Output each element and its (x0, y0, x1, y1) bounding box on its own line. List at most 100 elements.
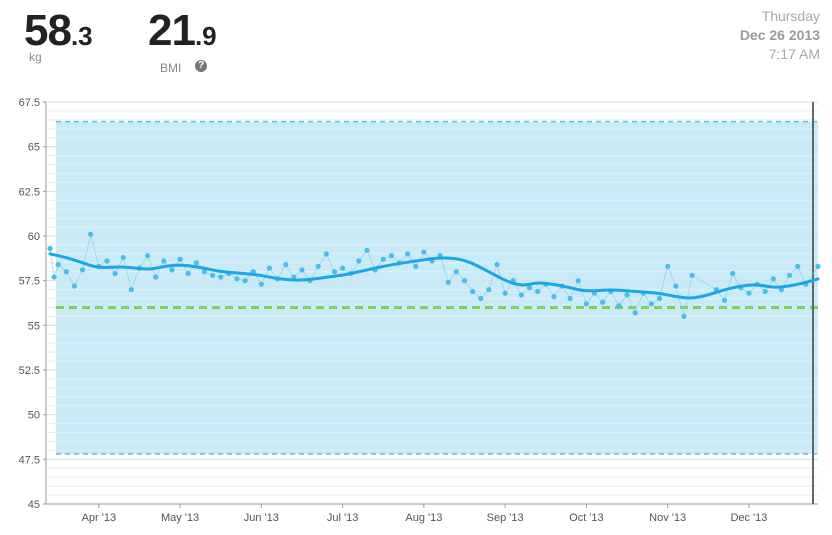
measurement-point (51, 274, 57, 280)
measurement-point (291, 274, 297, 280)
measurement-point (730, 270, 736, 277)
measurement-point (153, 274, 159, 280)
weight-value: 58.3 (24, 6, 93, 56)
y-tick-label: 67.5 (19, 97, 40, 109)
measurement-point (315, 263, 321, 269)
measurement-point (266, 265, 273, 271)
measurement-point (356, 258, 362, 264)
measurement-point (55, 261, 61, 268)
measurement-point (242, 278, 248, 284)
measurement-point (648, 301, 655, 307)
measurement-point (681, 313, 687, 319)
x-tick-label: Sep '13 (487, 512, 524, 524)
measurement-point (453, 269, 459, 275)
measurement-point (526, 285, 533, 291)
measurement-point (502, 290, 508, 296)
measurement-point (299, 267, 305, 273)
measurement-point (388, 253, 394, 259)
measurement-point (746, 290, 752, 296)
measurement-point (673, 283, 679, 289)
weight-decimal: .3 (70, 21, 93, 51)
measurement-point (161, 258, 167, 264)
bmi-value: 21.9 (148, 6, 217, 56)
measurement-point (445, 279, 451, 286)
measurement-point (405, 251, 411, 257)
measurement-point (258, 281, 264, 287)
measurement-point (616, 303, 622, 309)
measurement-point (112, 270, 118, 277)
measurement-point (47, 245, 53, 252)
healthy-range-band (56, 121, 818, 454)
y-tick-label: 47.5 (19, 454, 40, 466)
x-tick-label: Jul '13 (327, 512, 358, 524)
measurement-date: Dec 26 2013 (739, 27, 820, 43)
measurement-point (364, 247, 370, 253)
measurement-point (461, 278, 468, 284)
measurement-point (689, 272, 695, 278)
measurement-point (380, 256, 386, 262)
weight-unit: kg (29, 50, 42, 64)
bmi-decimal: .9 (194, 21, 217, 51)
measurement-point (815, 263, 821, 269)
measurement-point (323, 251, 329, 257)
measurement-point (144, 253, 151, 259)
weight-whole: 58 (24, 6, 72, 55)
bmi-label: BMI (160, 61, 182, 75)
x-tick-label: Nov '13 (649, 512, 686, 524)
x-tick-label: Aug '13 (405, 512, 442, 524)
measurement-point (795, 263, 801, 269)
measurement-point (234, 276, 240, 282)
measurement-point (88, 231, 94, 237)
measurement-point (600, 299, 606, 305)
measurement-point (478, 295, 484, 302)
measurement-point (632, 310, 638, 316)
x-tick-label: Jun '13 (244, 512, 279, 524)
y-tick-label: 57.5 (19, 276, 40, 288)
bmi-whole: 21 (148, 6, 196, 55)
x-tick-label: Oct '13 (569, 512, 604, 524)
y-tick-label: 50 (28, 410, 40, 422)
measurement-point (209, 272, 216, 278)
measurement-point (128, 287, 134, 293)
measurement-time: 7:17 AM (768, 46, 820, 62)
measurement-point (201, 269, 208, 275)
measurement-point (104, 258, 110, 264)
measurement-datetime: Thursday Dec 26 2013 7:17 AM (740, 7, 820, 64)
help-icon[interactable]: ? (195, 60, 207, 72)
trend-line (48, 252, 820, 300)
y-tick-label: 65 (28, 142, 40, 154)
measurement-point (656, 295, 663, 302)
measurement-point (762, 288, 768, 294)
measurement-point (624, 292, 630, 298)
y-tick-label: 55 (28, 320, 40, 332)
measurement-point (169, 267, 175, 273)
measurement-point (331, 269, 338, 275)
x-tick-label: Dec '13 (730, 512, 767, 524)
measurement-point (786, 272, 793, 278)
measurement-point (120, 254, 126, 261)
measurement-point (71, 283, 78, 289)
measurement-point (340, 265, 346, 271)
measurement-point (218, 274, 224, 280)
measurement-point (494, 261, 500, 268)
measurement-point (518, 292, 524, 298)
measurement-point (567, 295, 573, 302)
measurement-point (413, 263, 419, 269)
measurement-point (79, 267, 86, 273)
y-tick-label: 45 (28, 499, 40, 511)
measurement-point (583, 301, 590, 307)
y-tick-label: 52.5 (19, 365, 40, 377)
measurement-point (665, 263, 671, 269)
measurement-point (283, 261, 289, 268)
measurement-point (470, 288, 476, 294)
measurement-point (486, 287, 492, 293)
y-tick-label: 60 (28, 231, 40, 243)
measurement-point (575, 278, 581, 284)
x-tick-label: Apr '13 (82, 512, 117, 524)
measurement-point (770, 276, 776, 282)
measurement-point (551, 294, 557, 300)
measurement-day: Thursday (761, 8, 820, 24)
measurement-point (721, 297, 728, 303)
y-tick-label: 62.5 (19, 186, 40, 198)
